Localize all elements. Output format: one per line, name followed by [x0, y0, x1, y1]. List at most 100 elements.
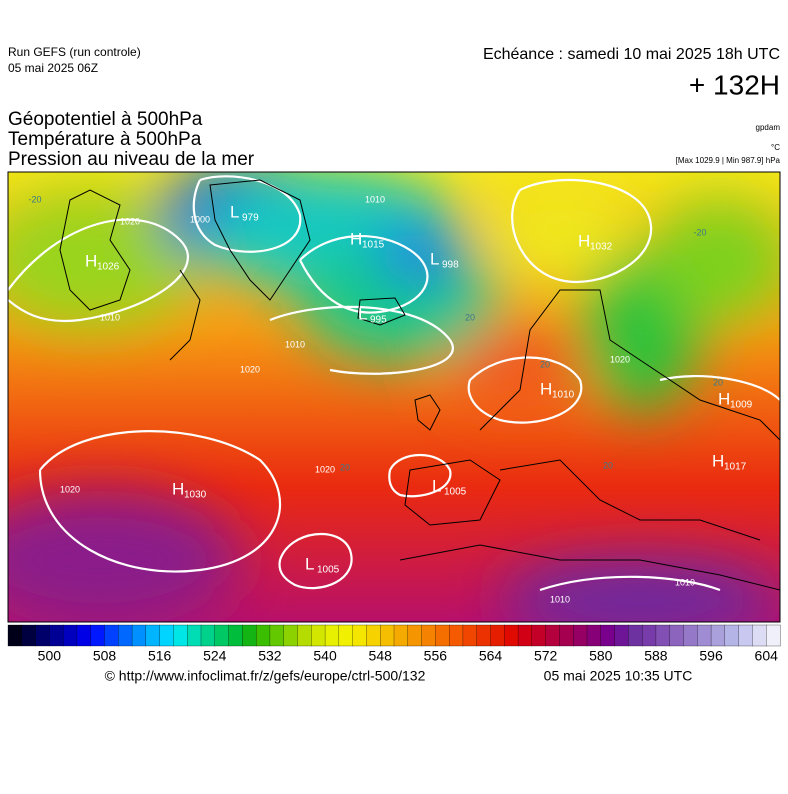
- colorbar-swatch: [90, 624, 106, 647]
- pressure-center-type: H: [172, 479, 184, 498]
- contour-label: 1020: [60, 484, 80, 494]
- colorbar-swatch: [435, 624, 450, 647]
- pressure-center-value: 995: [370, 315, 387, 326]
- colorbar-label: 596: [699, 648, 723, 664]
- contour-label: 1020: [120, 216, 140, 226]
- colorbar-swatch: [228, 624, 244, 647]
- colorbar-label: 540: [313, 648, 337, 664]
- pressure-center-type: H: [85, 251, 97, 270]
- pressure-center-value: 1017: [724, 462, 747, 473]
- colorbar-swatch: [324, 624, 340, 647]
- colorbar-swatch: [697, 624, 712, 647]
- colorbar-swatch: [255, 624, 271, 647]
- map: [8, 172, 780, 622]
- contour-label: 1010: [550, 594, 570, 604]
- colorbar-label: 564: [479, 648, 503, 664]
- colorbar-swatch: [7, 624, 23, 647]
- contour-label: 1010: [675, 577, 695, 587]
- colorbar-swatch: [131, 624, 147, 647]
- colorbar-swatch: [586, 624, 602, 647]
- contour-label: 20: [713, 377, 723, 387]
- colorbar-swatch: [104, 624, 119, 647]
- colorbar-swatch: [187, 624, 202, 647]
- pressure-center-type: H: [540, 379, 552, 398]
- lead-time: + 132H: [689, 69, 780, 100]
- isobars: [8, 175, 780, 592]
- colorbar-label: 500: [38, 648, 62, 664]
- colorbar-swatch: [655, 624, 671, 647]
- pressure-center-type: L: [430, 249, 439, 268]
- unit-label: °C: [771, 143, 780, 152]
- colorbar-label: 580: [589, 648, 613, 664]
- colorbar-swatch: [490, 624, 505, 647]
- pressure-center-type: H: [712, 451, 724, 470]
- colorbar-swatch: [242, 624, 257, 647]
- colorbar-swatch: [724, 624, 740, 647]
- contour-label: -20: [693, 227, 706, 237]
- pressure-center-type: H: [718, 389, 730, 408]
- contour-label: 20: [540, 359, 550, 369]
- colorbar-swatch: [393, 624, 409, 647]
- pressure-center-value: 1010: [552, 390, 575, 401]
- colorbar-swatch: [766, 624, 781, 647]
- colorbar-swatch: [710, 624, 726, 647]
- colorbar-swatch: [504, 624, 519, 647]
- pressure-center-type: L: [358, 304, 367, 323]
- pressure-center-value: 1005: [317, 565, 340, 576]
- pressure-center-value: 1032: [590, 242, 613, 253]
- pressure-center-value: 1009: [730, 400, 753, 411]
- pressure-center-type: L: [432, 476, 441, 495]
- colorbar-swatch: [545, 624, 561, 647]
- field-label: Température à 500hPa: [8, 129, 202, 150]
- colorbar-label: 572: [534, 648, 558, 664]
- colorbar-swatch: [76, 624, 92, 647]
- colorbar-swatch: [269, 624, 285, 647]
- colorbar-swatch: [173, 624, 188, 647]
- unit-label: gpdam: [756, 123, 781, 132]
- colorbar-label: 556: [424, 648, 448, 664]
- colorbar-swatch: [297, 624, 312, 647]
- colorbar-swatch: [118, 624, 133, 647]
- contour-label: 20: [340, 462, 350, 472]
- colorbar-swatch: [517, 624, 533, 647]
- colorbar-label: 524: [203, 648, 227, 664]
- pressure-center-value: 979: [242, 213, 259, 224]
- colorbar-label: 508: [93, 648, 117, 664]
- colorbar-swatch: [145, 624, 161, 647]
- contour-label: -20: [28, 194, 41, 204]
- colorbar-swatch: [338, 624, 354, 647]
- colorbar-swatch: [311, 624, 326, 647]
- colorbar-swatch: [366, 624, 381, 647]
- colorbar-label: 532: [258, 648, 282, 664]
- colorbar-swatch: [283, 624, 299, 647]
- colorbar-swatch: [380, 624, 395, 647]
- field-label: Géopotentiel à 500hPa: [8, 109, 203, 130]
- colorbar-swatch: [531, 624, 547, 647]
- colorbar-swatch: [476, 624, 492, 647]
- colorbar-swatch: [628, 624, 643, 647]
- contour-label: 1000: [190, 214, 210, 224]
- source: © http://www.infoclimat.fr/z/gefs/europe…: [105, 668, 426, 684]
- pressure-center-value: 1026: [97, 262, 120, 273]
- coastlines: [59, 179, 780, 591]
- colorbar-swatch: [159, 624, 175, 647]
- colorbar-label: 548: [369, 648, 393, 664]
- generated: 05 mai 2025 10:35 UTC: [544, 668, 693, 684]
- colorbar-swatch: [573, 624, 588, 647]
- run-label: Run GEFS (run controle): [8, 45, 141, 59]
- contour-label: 1010: [285, 339, 305, 349]
- colorbar-label: 604: [755, 648, 779, 664]
- map-frame: [7, 171, 781, 623]
- colorbar-swatch: [559, 624, 574, 647]
- colorbar-swatch: [462, 624, 478, 647]
- pressure-center-type: L: [230, 202, 239, 221]
- colorbar-swatch: [600, 624, 616, 647]
- pressure-center-type: H: [350, 229, 362, 248]
- colorbar-swatch: [641, 624, 657, 647]
- colorbar-swatch: [683, 624, 698, 647]
- pressure-center-value: 1005: [444, 487, 467, 498]
- run-date: 05 mai 2025 06Z: [8, 61, 98, 75]
- contour-label: 1020: [240, 364, 260, 374]
- valid-time: Echéance : samedi 10 mai 2025 18h UTC: [483, 46, 780, 63]
- colorbar-swatch: [200, 624, 216, 647]
